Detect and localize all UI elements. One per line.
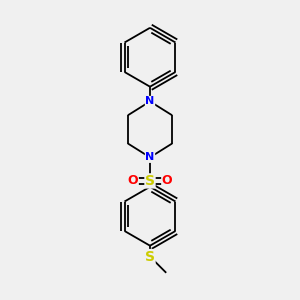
Text: N: N bbox=[146, 152, 154, 162]
Text: N: N bbox=[146, 96, 154, 106]
Text: O: O bbox=[128, 174, 138, 188]
Text: S: S bbox=[145, 250, 155, 264]
Text: S: S bbox=[145, 174, 155, 188]
Text: O: O bbox=[162, 174, 172, 188]
